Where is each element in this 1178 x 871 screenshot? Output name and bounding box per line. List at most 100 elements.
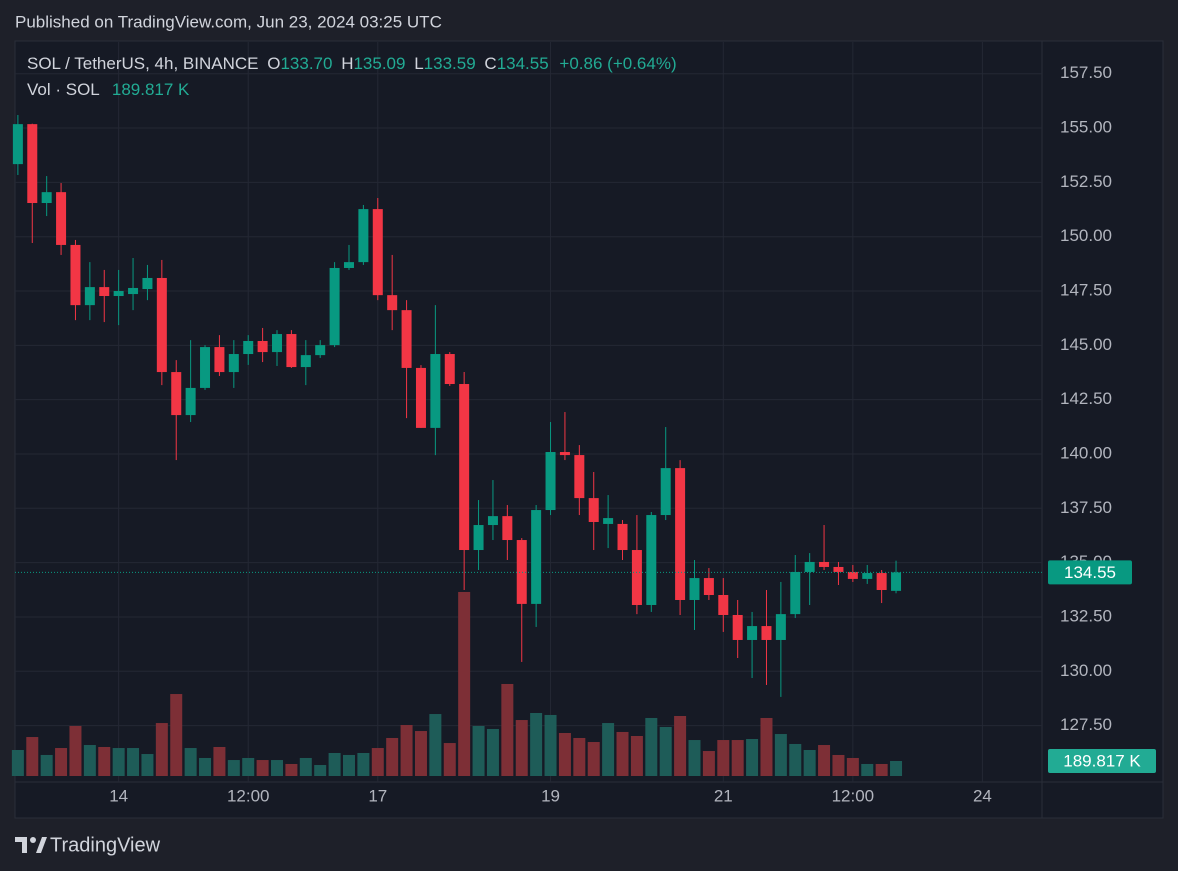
last-volume-box [1048,748,1156,773]
brand: TradingView [50,834,161,856]
candle-body [99,287,110,297]
volume-bar [83,745,96,776]
candle-body [631,550,642,605]
candle-body [775,614,786,640]
volume-bar [342,754,355,776]
candle-body [588,498,599,522]
volume-bar [141,754,154,776]
candle-body [862,573,873,579]
y-tick-label: 140.00 [1060,443,1112,462]
volume-bar [630,736,643,776]
legend-key: H [341,54,353,73]
x-tick-label: 17 [368,786,387,805]
volume-bar [429,714,442,776]
candle-body [718,594,729,615]
y-tick-label: 145.00 [1060,335,1112,354]
y-tick-label: 152.50 [1060,172,1112,191]
volume-bar [371,748,384,776]
candle-body [272,334,283,353]
candle-body [473,525,484,551]
candle-body [891,572,902,591]
last-volume-label: 189.817 K [1063,751,1141,770]
legend-value: 133.70 [280,54,332,73]
volume-bar [558,732,571,776]
candle-body [372,209,383,296]
legend-change: +0.86 (+0.64%) [559,54,676,73]
volume-bar [890,760,903,776]
volume-bar [645,717,658,776]
candle-body [142,277,153,290]
candle-body [689,578,700,600]
volume-bar [846,757,859,776]
volume-bar [501,683,514,776]
legend-key: L [414,54,423,73]
candle-body [387,295,398,311]
volume-bar [573,737,586,776]
candle-body [358,209,369,263]
candle-body [243,340,254,355]
candle-body [228,354,239,373]
volume-bar [400,725,413,776]
published-note: Published on TradingView.com, Jun 23, 20… [15,12,442,31]
y-tick-label: 150.00 [1060,226,1112,245]
candle-body [444,354,455,385]
candle-body [343,262,354,268]
candle-body [329,267,340,346]
candle-body [660,468,671,516]
candle-body [646,515,657,605]
candle-body [833,566,844,572]
volume-bar [127,748,140,776]
candle-body [185,387,196,416]
volume-bar [818,745,831,776]
candle-body [200,347,211,388]
volume-legend: Vol · SOL 189.817 K [27,80,190,99]
volume-bar [515,720,528,776]
volume-bar [357,752,370,776]
volume-bar [299,757,312,776]
y-tick-label: 142.50 [1060,389,1112,408]
volume-bar [328,752,341,776]
legend-key: O [267,54,280,73]
volume-bar [227,760,240,776]
volume-bar [414,731,427,776]
volume-bar [199,757,212,776]
candle-body [401,310,412,368]
volume-name: Vol · SOL [27,80,99,99]
candle-body [171,372,182,416]
volume-bar [530,712,543,776]
volume-bar [688,740,701,776]
volume-bar [774,734,787,776]
y-tick-label: 130.00 [1060,661,1112,680]
y-tick-label: 147.50 [1060,280,1112,299]
volume-bar [112,748,125,776]
x-tick-label: 21 [714,786,733,805]
y-tick-label: 132.50 [1060,606,1112,625]
candle-body [315,345,326,356]
volume-bar [242,757,255,776]
y-tick-label: 155.00 [1060,118,1112,137]
y-tick-label: 157.50 [1060,63,1112,82]
volume-bar [213,746,226,776]
candle-body [747,626,758,640]
volume-bar [587,742,600,776]
candle-body [545,452,556,511]
last-price-label: 134.55 [1064,563,1116,582]
plot: 127.50130.00132.50135.00137.50140.00142.… [11,42,1112,805]
symbol: SOL / TetherUS, 4h, BINANCE [27,54,258,73]
volume-bar [702,751,715,776]
candle-body [819,561,830,567]
volume-bar [386,737,399,776]
volume-bar [443,743,456,776]
volume-bar [472,725,485,776]
x-tick-label: 24 [973,786,992,805]
candle-body [430,354,441,428]
volume-bar [11,749,24,776]
volume-bar [659,726,672,776]
x-tick-label: 19 [541,786,560,805]
volume-bar [803,749,816,776]
volume-bar [98,746,111,776]
candle-body [56,192,67,245]
volume-bar [458,591,471,776]
volume-bar [285,763,298,776]
volume-bar [170,694,183,776]
